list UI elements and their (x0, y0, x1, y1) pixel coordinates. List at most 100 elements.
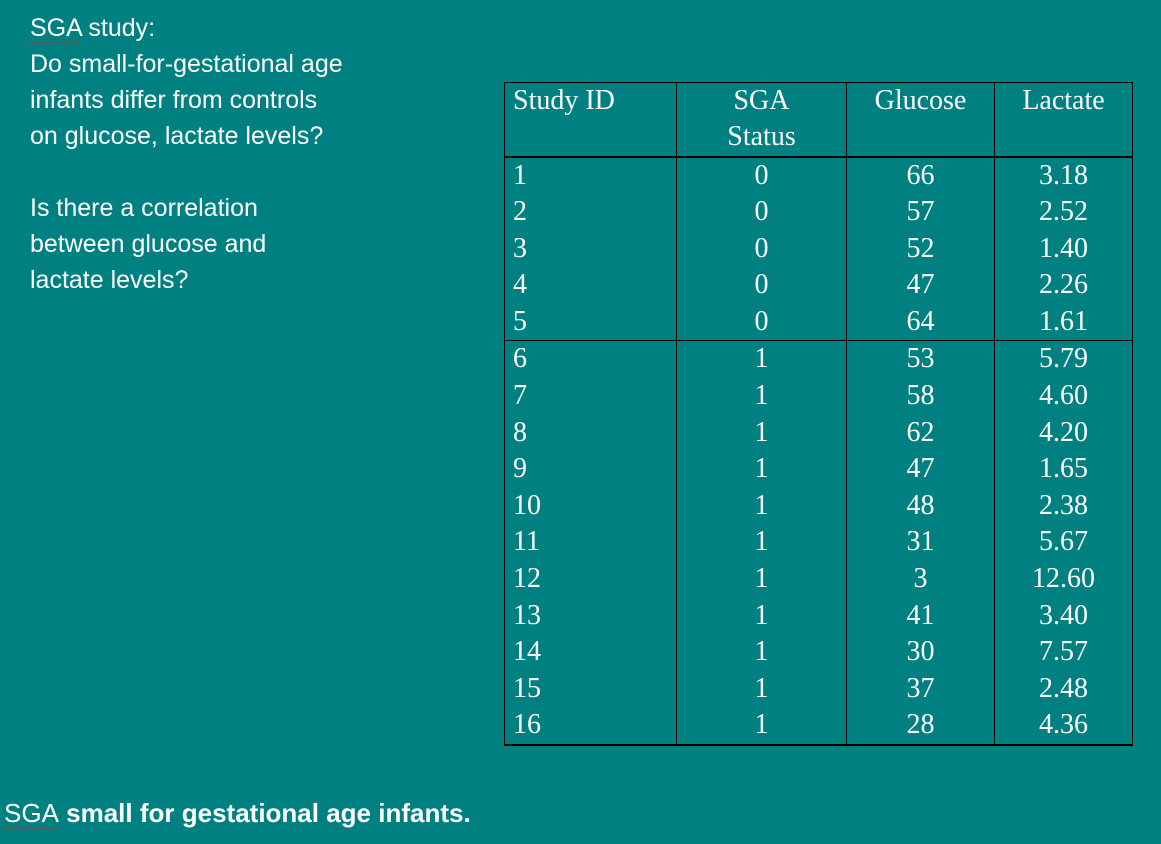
table-header: Study ID SGA Status Glucose Lactate (504, 82, 1133, 158)
cell-glucose: 62 (846, 414, 995, 452)
cell-lactate: 3.18 (994, 156, 1133, 195)
header-study-id: Study ID (504, 82, 677, 158)
cell-glucose: 41 (846, 597, 995, 635)
table-row: 13 1 41 3.40 (504, 597, 1133, 635)
cell-glucose: 47 (846, 267, 995, 304)
cell-sga-status: 1 (676, 634, 847, 671)
cell-glucose: 31 (846, 524, 995, 562)
cell-glucose: 53 (846, 340, 995, 379)
cell-study-id: 2 (504, 194, 677, 231)
question-1-line-3: on glucose, lactate levels? (30, 122, 324, 150)
cell-glucose: 3 (846, 561, 995, 598)
cell-lactate: 5.79 (994, 340, 1133, 379)
cell-study-id: 15 (504, 670, 677, 708)
cell-glucose: 48 (846, 487, 995, 525)
table-row: 9 1 47 1.65 (504, 451, 1133, 488)
study-title-abbrev: SGA (30, 14, 82, 42)
cell-sga-status: 0 (676, 194, 847, 231)
cell-sga-status: 1 (676, 561, 847, 598)
cell-study-id: 1 (504, 156, 677, 195)
question-2-line-2: between glucose and (30, 230, 267, 258)
cell-lactate: 2.52 (994, 194, 1133, 231)
cell-glucose: 37 (846, 670, 995, 708)
table-row: 2 0 57 2.52 (504, 194, 1133, 231)
cell-sga-status: 1 (676, 487, 847, 525)
cell-study-id: 10 (504, 487, 677, 525)
table-row: 6 1 53 5.79 (504, 340, 1133, 379)
cell-glucose: 52 (846, 230, 995, 268)
study-title: SGA study: (30, 10, 430, 46)
table-row: 14 1 30 7.57 (504, 634, 1133, 671)
table-row: 3 0 52 1.40 (504, 230, 1133, 268)
cell-sga-status: 0 (676, 303, 847, 342)
header-glucose: Glucose (846, 82, 995, 158)
cell-sga-status: 1 (676, 451, 847, 488)
table-row: 16 1 28 4.36 (504, 707, 1133, 746)
cell-lactate: 4.20 (994, 414, 1133, 452)
table-body: 1 0 66 3.18 2 0 57 2.52 3 0 52 1.40 4 0 47 2.26 5 0 64 1.61… (504, 156, 1133, 746)
table-row: 15 1 37 2.48 (504, 670, 1133, 708)
cell-sga-status: 1 (676, 670, 847, 708)
table-row: 4 0 47 2.26 (504, 267, 1133, 304)
cell-lactate: 1.61 (994, 303, 1133, 342)
cell-glucose: 30 (846, 634, 995, 671)
cell-sga-status: 1 (676, 524, 847, 562)
cell-lactate: 4.36 (994, 707, 1133, 746)
cell-study-id: 6 (504, 340, 677, 379)
sga-data-table: Study ID SGA Status Glucose Lactate 1 0 66… (504, 82, 1133, 746)
cell-glucose: 28 (846, 707, 995, 746)
header-sga-line-1: SGA (733, 85, 790, 116)
header-row: Study ID SGA Status Glucose Lactate (504, 82, 1133, 158)
cell-glucose: 64 (846, 303, 995, 342)
question-1-line-2: infants differ from controls (30, 86, 318, 114)
question-1-line-1: Do small-for-gestational age (30, 50, 343, 78)
table-row: 10 1 48 2.38 (504, 487, 1133, 525)
cell-sga-status: 1 (676, 707, 847, 746)
cell-lactate: 1.40 (994, 230, 1133, 268)
cell-glucose: 57 (846, 194, 995, 231)
cell-sga-status: 0 (676, 156, 847, 195)
table-row: 7 1 58 4.60 (504, 378, 1133, 415)
cell-study-id: 12 (504, 561, 677, 598)
cell-sga-status: 0 (676, 230, 847, 268)
question-block: SGA study: Do small-for-gestational age … (30, 10, 430, 298)
cell-study-id: 8 (504, 414, 677, 452)
study-title-rest: study: (81, 14, 156, 42)
question-2-line-1: Is there a correlation (30, 194, 258, 222)
cell-lactate: 5.67 (994, 524, 1133, 562)
cell-study-id: 5 (504, 303, 677, 342)
footnote-abbrev: SGA (4, 798, 59, 828)
cell-study-id: 3 (504, 230, 677, 268)
table-row: 12 1 3 12.60 (504, 561, 1133, 598)
cell-lactate: 12.60 (994, 561, 1133, 598)
cell-lactate: 7.57 (994, 634, 1133, 671)
cell-lactate: 4.60 (994, 378, 1133, 415)
cell-study-id: 11 (504, 524, 677, 562)
table-row: 11 1 31 5.67 (504, 524, 1133, 562)
table-row: 8 1 62 4.20 (504, 414, 1133, 452)
cell-sga-status: 1 (676, 340, 847, 379)
table-row: 5 0 64 1.61 (504, 303, 1133, 342)
cell-study-id: 14 (504, 634, 677, 671)
cell-glucose: 58 (846, 378, 995, 415)
cell-sga-status: 0 (676, 267, 847, 304)
cell-lactate: 1.65 (994, 451, 1133, 488)
footnote: SGA small for gestational age infants. (4, 796, 471, 830)
header-sga-line-2: Status (727, 121, 796, 152)
cell-lactate: 2.26 (994, 267, 1133, 304)
cell-lactate: 3.40 (994, 597, 1133, 635)
header-sga-status: SGA Status (676, 82, 847, 158)
cell-glucose: 47 (846, 451, 995, 488)
cell-study-id: 16 (504, 707, 677, 746)
footnote-definition: small for gestational age infants. (58, 798, 471, 828)
cell-sga-status: 1 (676, 597, 847, 635)
cell-lactate: 2.48 (994, 670, 1133, 708)
cell-study-id: 4 (504, 267, 677, 304)
header-lactate: Lactate (994, 82, 1133, 158)
question-spacer (30, 154, 430, 190)
cell-lactate: 2.38 (994, 487, 1133, 525)
cell-study-id: 7 (504, 378, 677, 415)
cell-sga-status: 1 (676, 414, 847, 452)
table-row: 1 0 66 3.18 (504, 156, 1133, 195)
cell-sga-status: 1 (676, 378, 847, 415)
